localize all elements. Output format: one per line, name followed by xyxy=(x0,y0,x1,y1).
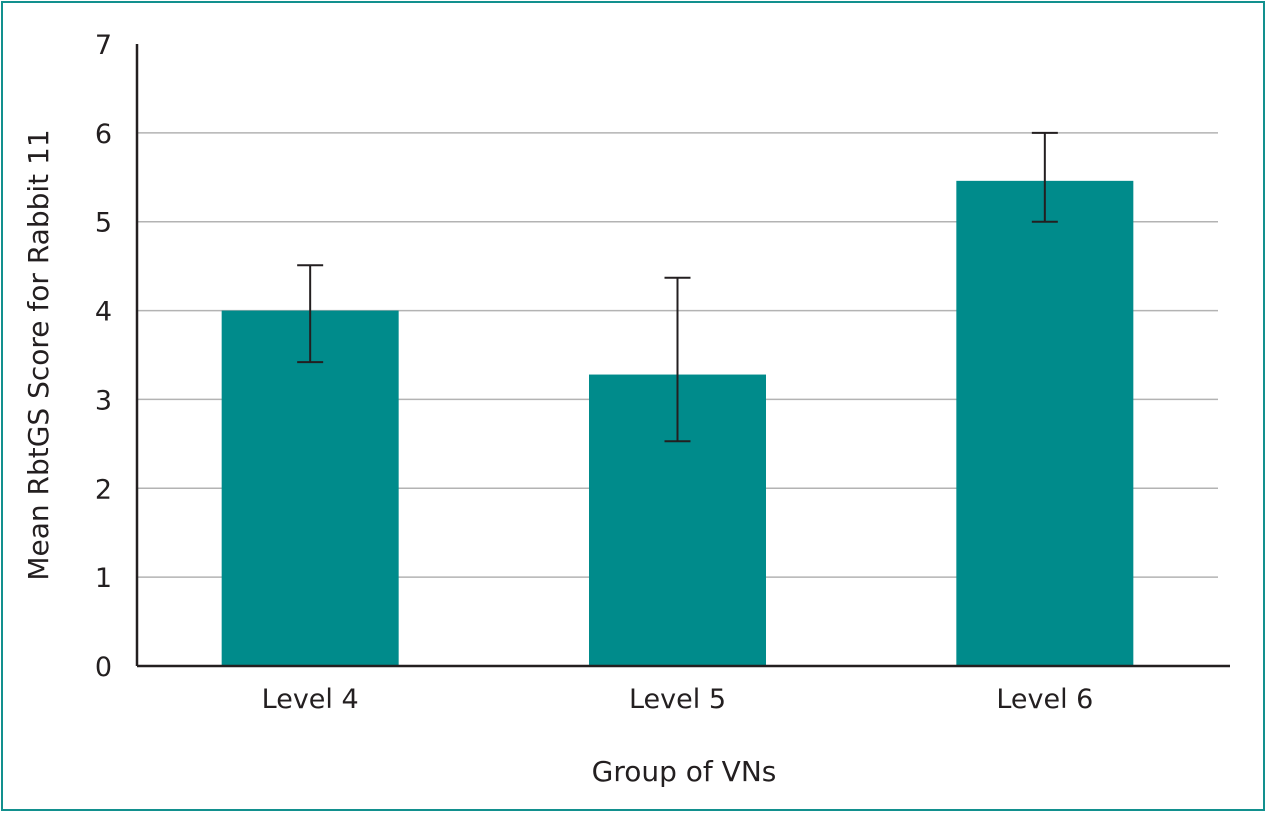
x-tick-labels: Level 4 Level 5 Level 6 xyxy=(262,684,1094,715)
y-tick-label: 3 xyxy=(95,385,112,416)
y-axis-title: Mean RbtGS Score for Rabbit 11 xyxy=(22,129,55,580)
y-tick-label: 1 xyxy=(95,563,112,594)
axes xyxy=(135,44,1230,668)
y-tick-label: 2 xyxy=(95,474,112,505)
bars xyxy=(221,180,1134,666)
bar xyxy=(956,180,1134,666)
y-tick-label: 0 xyxy=(95,652,112,683)
error-bars xyxy=(297,131,1058,443)
y-tick-labels: 0 1 2 3 4 5 6 7 xyxy=(95,30,112,683)
y-tick-label: 6 xyxy=(95,119,112,150)
bar xyxy=(221,310,399,666)
x-tick-label: Level 4 xyxy=(262,684,359,715)
x-axis-title: Group of VNs xyxy=(592,755,777,788)
y-tick-label: 5 xyxy=(95,208,112,239)
y-tick-label: 7 xyxy=(95,30,112,61)
y-tick-label: 4 xyxy=(95,297,112,328)
x-tick-label: Level 6 xyxy=(996,684,1093,715)
x-tick-label: Level 5 xyxy=(629,684,726,715)
